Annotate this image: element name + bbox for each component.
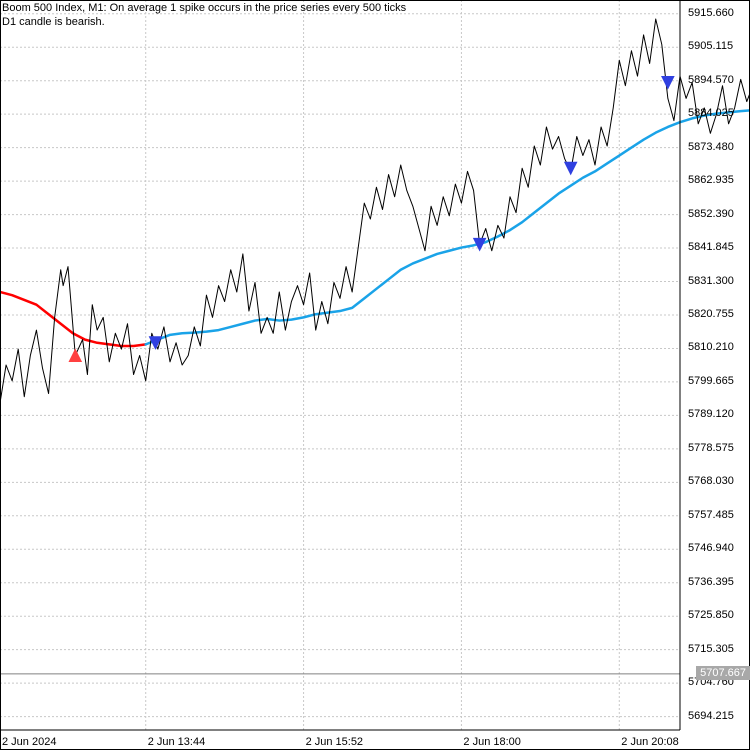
yaxis-tick-label: 5789.120: [688, 408, 748, 420]
chart-title-line1: Boom 500 Index, M1: On average 1 spike o…: [2, 2, 406, 14]
yaxis-tick-label: 5725.850: [688, 609, 748, 621]
yaxis-tick-label: 5768.030: [688, 475, 748, 487]
yaxis-tick-label: 5820.755: [688, 308, 748, 320]
yaxis-tick-label: 5757.485: [688, 509, 748, 521]
chart-svg: [0, 0, 750, 750]
yaxis-tick-label: 5852.390: [688, 208, 748, 220]
chart-title-line2: D1 candle is bearish.: [2, 16, 105, 28]
yaxis-tick-label: 5905.115: [688, 40, 748, 52]
yaxis-tick-label: 5915.660: [688, 7, 748, 19]
chart-container: Boom 500 Index, M1: On average 1 spike o…: [0, 0, 750, 750]
xaxis-tick-label: 2 Jun 20:08: [621, 736, 679, 748]
yaxis-tick-label: 5873.480: [688, 141, 748, 153]
yaxis-tick-label: 5778.575: [688, 442, 748, 454]
yaxis-tick-label: 5736.395: [688, 576, 748, 588]
xaxis-tick-label: 2 Jun 15:52: [306, 736, 364, 748]
yaxis-tick-label: 5746.940: [688, 542, 748, 554]
yaxis-tick-label: 5831.300: [688, 275, 748, 287]
yaxis-tick-label: 5694.215: [688, 710, 748, 722]
xaxis-tick-label: 2 Jun 2024: [2, 736, 56, 748]
current-price-badge: 5707.667: [696, 666, 750, 680]
yaxis-tick-label: 5799.665: [688, 375, 748, 387]
yaxis-tick-label: 5841.845: [688, 241, 748, 253]
yaxis-tick-label: 5715.305: [688, 643, 748, 655]
yaxis-tick-label: 5884.025: [688, 107, 748, 119]
yaxis-tick-label: 5894.570: [688, 74, 748, 86]
xaxis-tick-label: 2 Jun 13:44: [148, 736, 206, 748]
xaxis-tick-label: 2 Jun 18:00: [463, 736, 521, 748]
yaxis-tick-label: 5810.210: [688, 341, 748, 353]
yaxis-tick-label: 5862.935: [688, 174, 748, 186]
